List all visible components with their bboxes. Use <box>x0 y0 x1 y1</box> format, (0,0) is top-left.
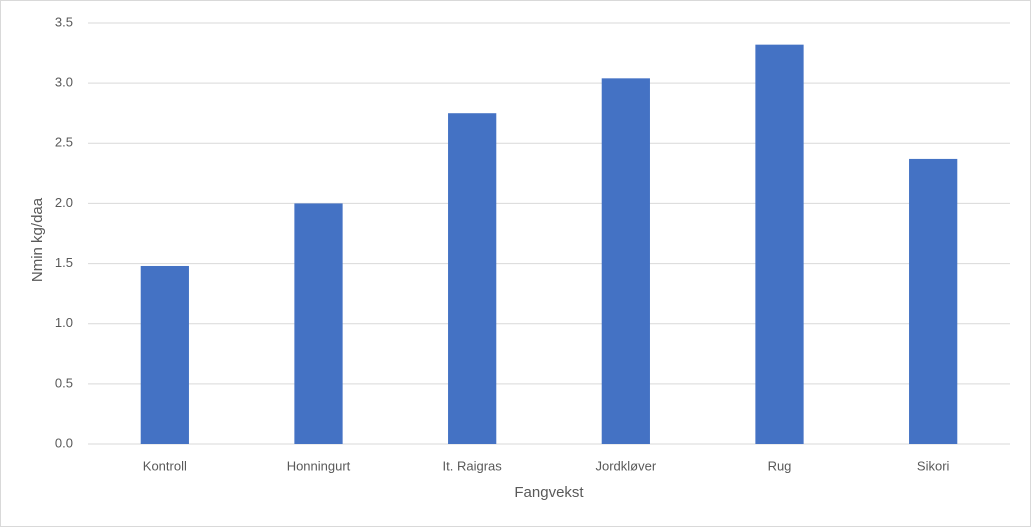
bar <box>755 44 804 444</box>
bar <box>601 78 650 445</box>
y-tick-label: 2.5 <box>55 135 73 150</box>
bar <box>909 158 958 444</box>
y-tick-label: 0.5 <box>55 375 73 390</box>
y-tick-label: 3.0 <box>55 75 73 90</box>
y-tick-label: 2.0 <box>55 195 73 210</box>
y-tick-label: 1.5 <box>55 255 73 270</box>
y-tick-label: 3.5 <box>55 14 73 29</box>
bar <box>294 203 343 444</box>
x-tick-label: Kontroll <box>143 458 187 473</box>
bar <box>448 113 497 444</box>
x-tick-label: Honningurt <box>287 458 351 473</box>
x-axis-title: Fangvekst <box>514 484 584 501</box>
x-tick-label: Jordkløver <box>595 458 656 473</box>
y-tick-label: 1.0 <box>55 315 73 330</box>
bar <box>140 265 189 444</box>
x-tick-label: Rug <box>768 458 792 473</box>
x-tick-label: It. Raigras <box>443 458 503 473</box>
x-tick-label: Sikori <box>917 458 950 473</box>
y-axis-title: Nmin kg/daa <box>29 197 46 282</box>
y-tick-label: 0.0 <box>55 435 73 450</box>
